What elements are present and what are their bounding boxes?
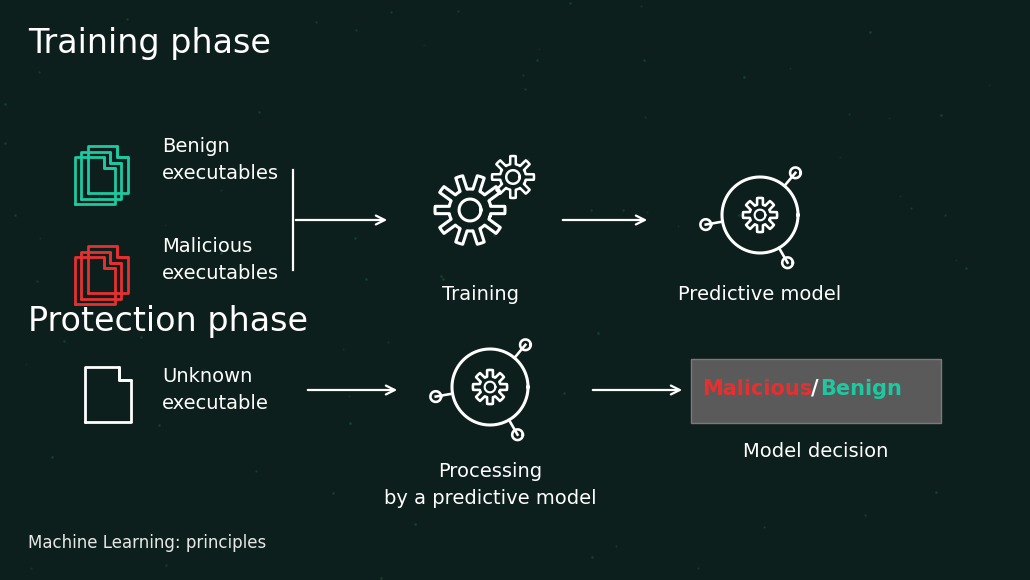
Text: /: /	[812, 379, 819, 399]
Text: Unknown
executable: Unknown executable	[162, 367, 269, 413]
Text: Predictive model: Predictive model	[679, 285, 842, 304]
Text: Machine Learning: principles: Machine Learning: principles	[28, 534, 266, 552]
Text: Training: Training	[442, 285, 518, 304]
Text: Training phase: Training phase	[28, 27, 271, 60]
FancyBboxPatch shape	[691, 359, 941, 423]
Text: Processing
by a predictive model: Processing by a predictive model	[384, 462, 596, 508]
Text: Malicious
executables: Malicious executables	[162, 237, 279, 283]
Text: Benign: Benign	[820, 379, 902, 399]
Text: Malicious: Malicious	[701, 379, 812, 399]
Text: Benign
executables: Benign executables	[162, 137, 279, 183]
Text: Protection phase: Protection phase	[28, 305, 308, 338]
Text: Model decision: Model decision	[744, 442, 889, 461]
